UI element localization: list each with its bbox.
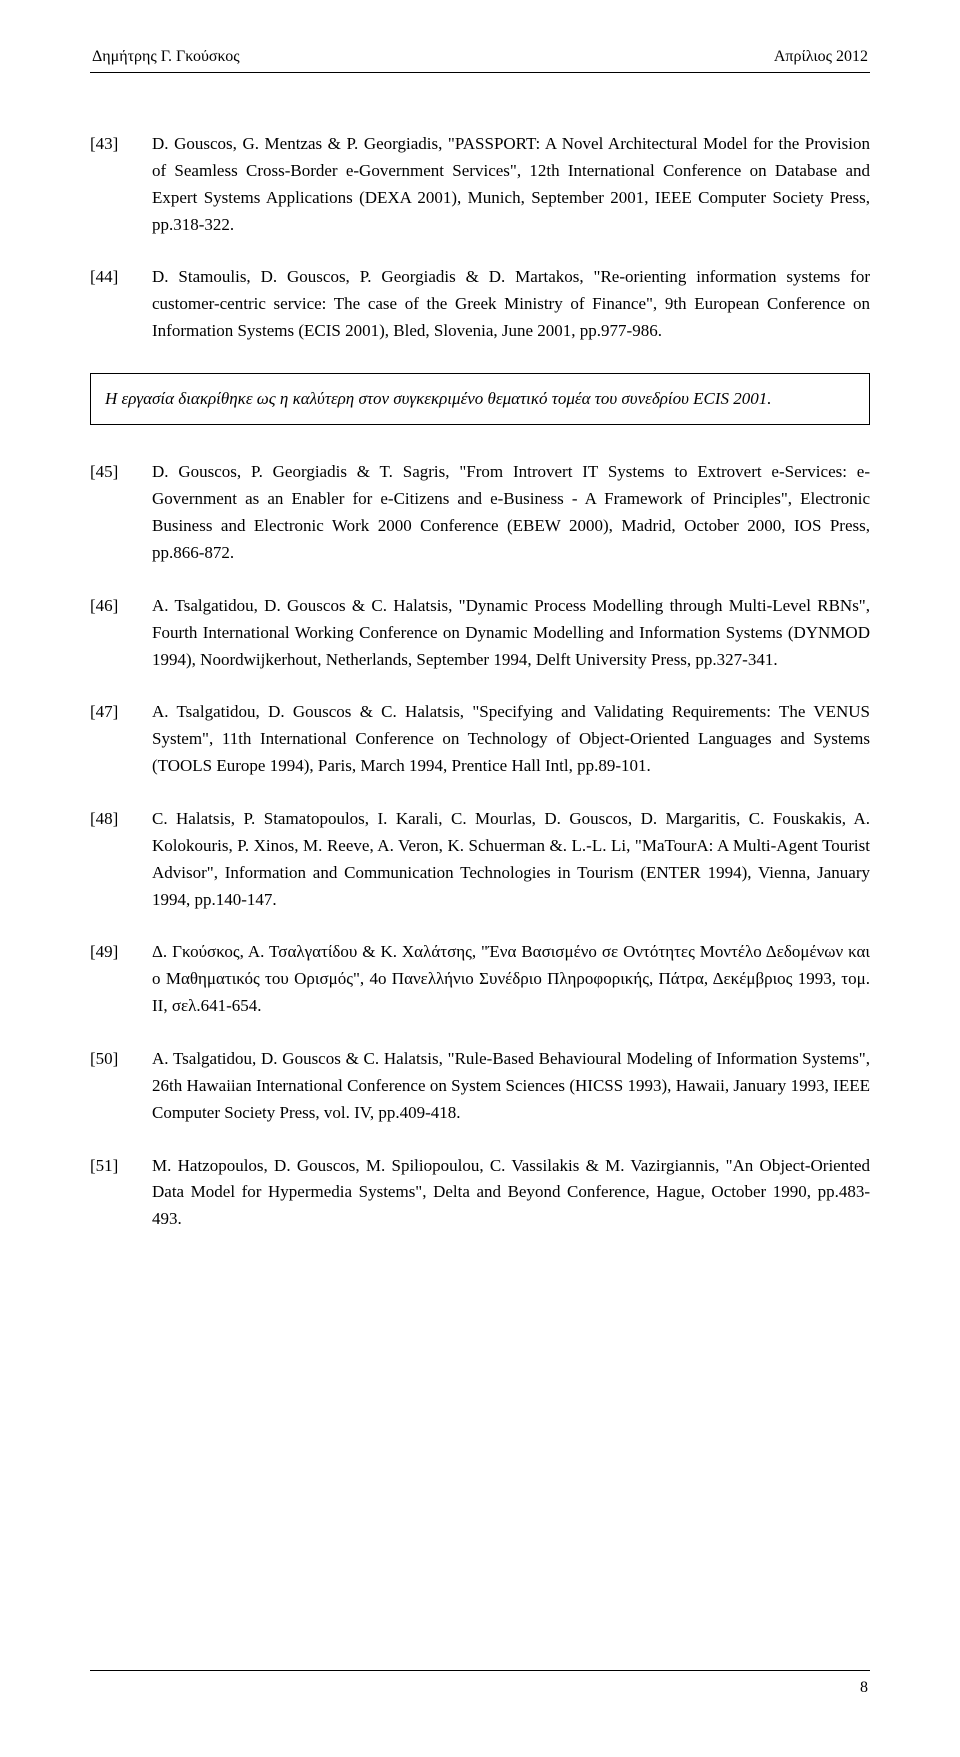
reference-number: [47] <box>90 699 152 726</box>
reference-item: [46] A. Tsalgatidou, D. Gouscos & C. Hal… <box>90 593 870 674</box>
reference-number: [49] <box>90 939 152 966</box>
reference-text: C. Halatsis, P. Stamatopoulos, I. Karali… <box>152 806 870 913</box>
header-date: Απρίλιος 2012 <box>774 48 868 66</box>
reference-item: [44] D. Stamoulis, D. Gouscos, P. Georgi… <box>90 264 870 345</box>
highlight-box: Η εργασία διακρίθηκε ως η καλύτερη στον … <box>90 373 870 425</box>
reference-text: D. Stamoulis, D. Gouscos, P. Georgiadis … <box>152 264 870 345</box>
reference-text: D. Gouscos, G. Mentzas & P. Georgiadis, … <box>152 131 870 238</box>
reference-item: [47] A. Tsalgatidou, D. Gouscos & C. Hal… <box>90 699 870 780</box>
page-footer: 8 <box>90 1679 870 1697</box>
reference-number: [46] <box>90 593 152 620</box>
reference-number: [51] <box>90 1153 152 1180</box>
reference-item: [45] D. Gouscos, P. Georgiadis & T. Sagr… <box>90 459 870 566</box>
page-number: 8 <box>860 1679 868 1696</box>
reference-item: [48] C. Halatsis, P. Stamatopoulos, I. K… <box>90 806 870 913</box>
reference-item: [49] Δ. Γκούσκος, Α. Τσαλγατίδου & Κ. Χα… <box>90 939 870 1020</box>
reference-text: Δ. Γκούσκος, Α. Τσαλγατίδου & Κ. Χαλάτση… <box>152 939 870 1020</box>
reference-text: A. Tsalgatidou, D. Gouscos & C. Halatsis… <box>152 593 870 674</box>
reference-number: [45] <box>90 459 152 486</box>
reference-text: D. Gouscos, P. Georgiadis & T. Sagris, "… <box>152 459 870 566</box>
header-divider <box>90 72 870 73</box>
reference-number: [44] <box>90 264 152 291</box>
reference-item: [43] D. Gouscos, G. Mentzas & P. Georgia… <box>90 131 870 238</box>
reference-number: [50] <box>90 1046 152 1073</box>
reference-text: A. Tsalgatidou, D. Gouscos & C. Halatsis… <box>152 699 870 780</box>
reference-item: [50] A. Tsalgatidou, D. Gouscos & C. Hal… <box>90 1046 870 1127</box>
page-header: Δημήτρης Γ. Γκούσκος Απρίλιος 2012 <box>90 48 870 66</box>
reference-number: [48] <box>90 806 152 833</box>
reference-item: [51] M. Hatzopoulos, D. Gouscos, M. Spil… <box>90 1153 870 1234</box>
reference-text: A. Tsalgatidou, D. Gouscos & C. Halatsis… <box>152 1046 870 1127</box>
reference-text: M. Hatzopoulos, D. Gouscos, M. Spiliopou… <box>152 1153 870 1234</box>
highlight-text: Η εργασία διακρίθηκε ως η καλύτερη στον … <box>105 389 772 408</box>
header-author: Δημήτρης Γ. Γκούσκος <box>92 48 240 66</box>
reference-number: [43] <box>90 131 152 158</box>
footer-divider <box>90 1670 870 1671</box>
